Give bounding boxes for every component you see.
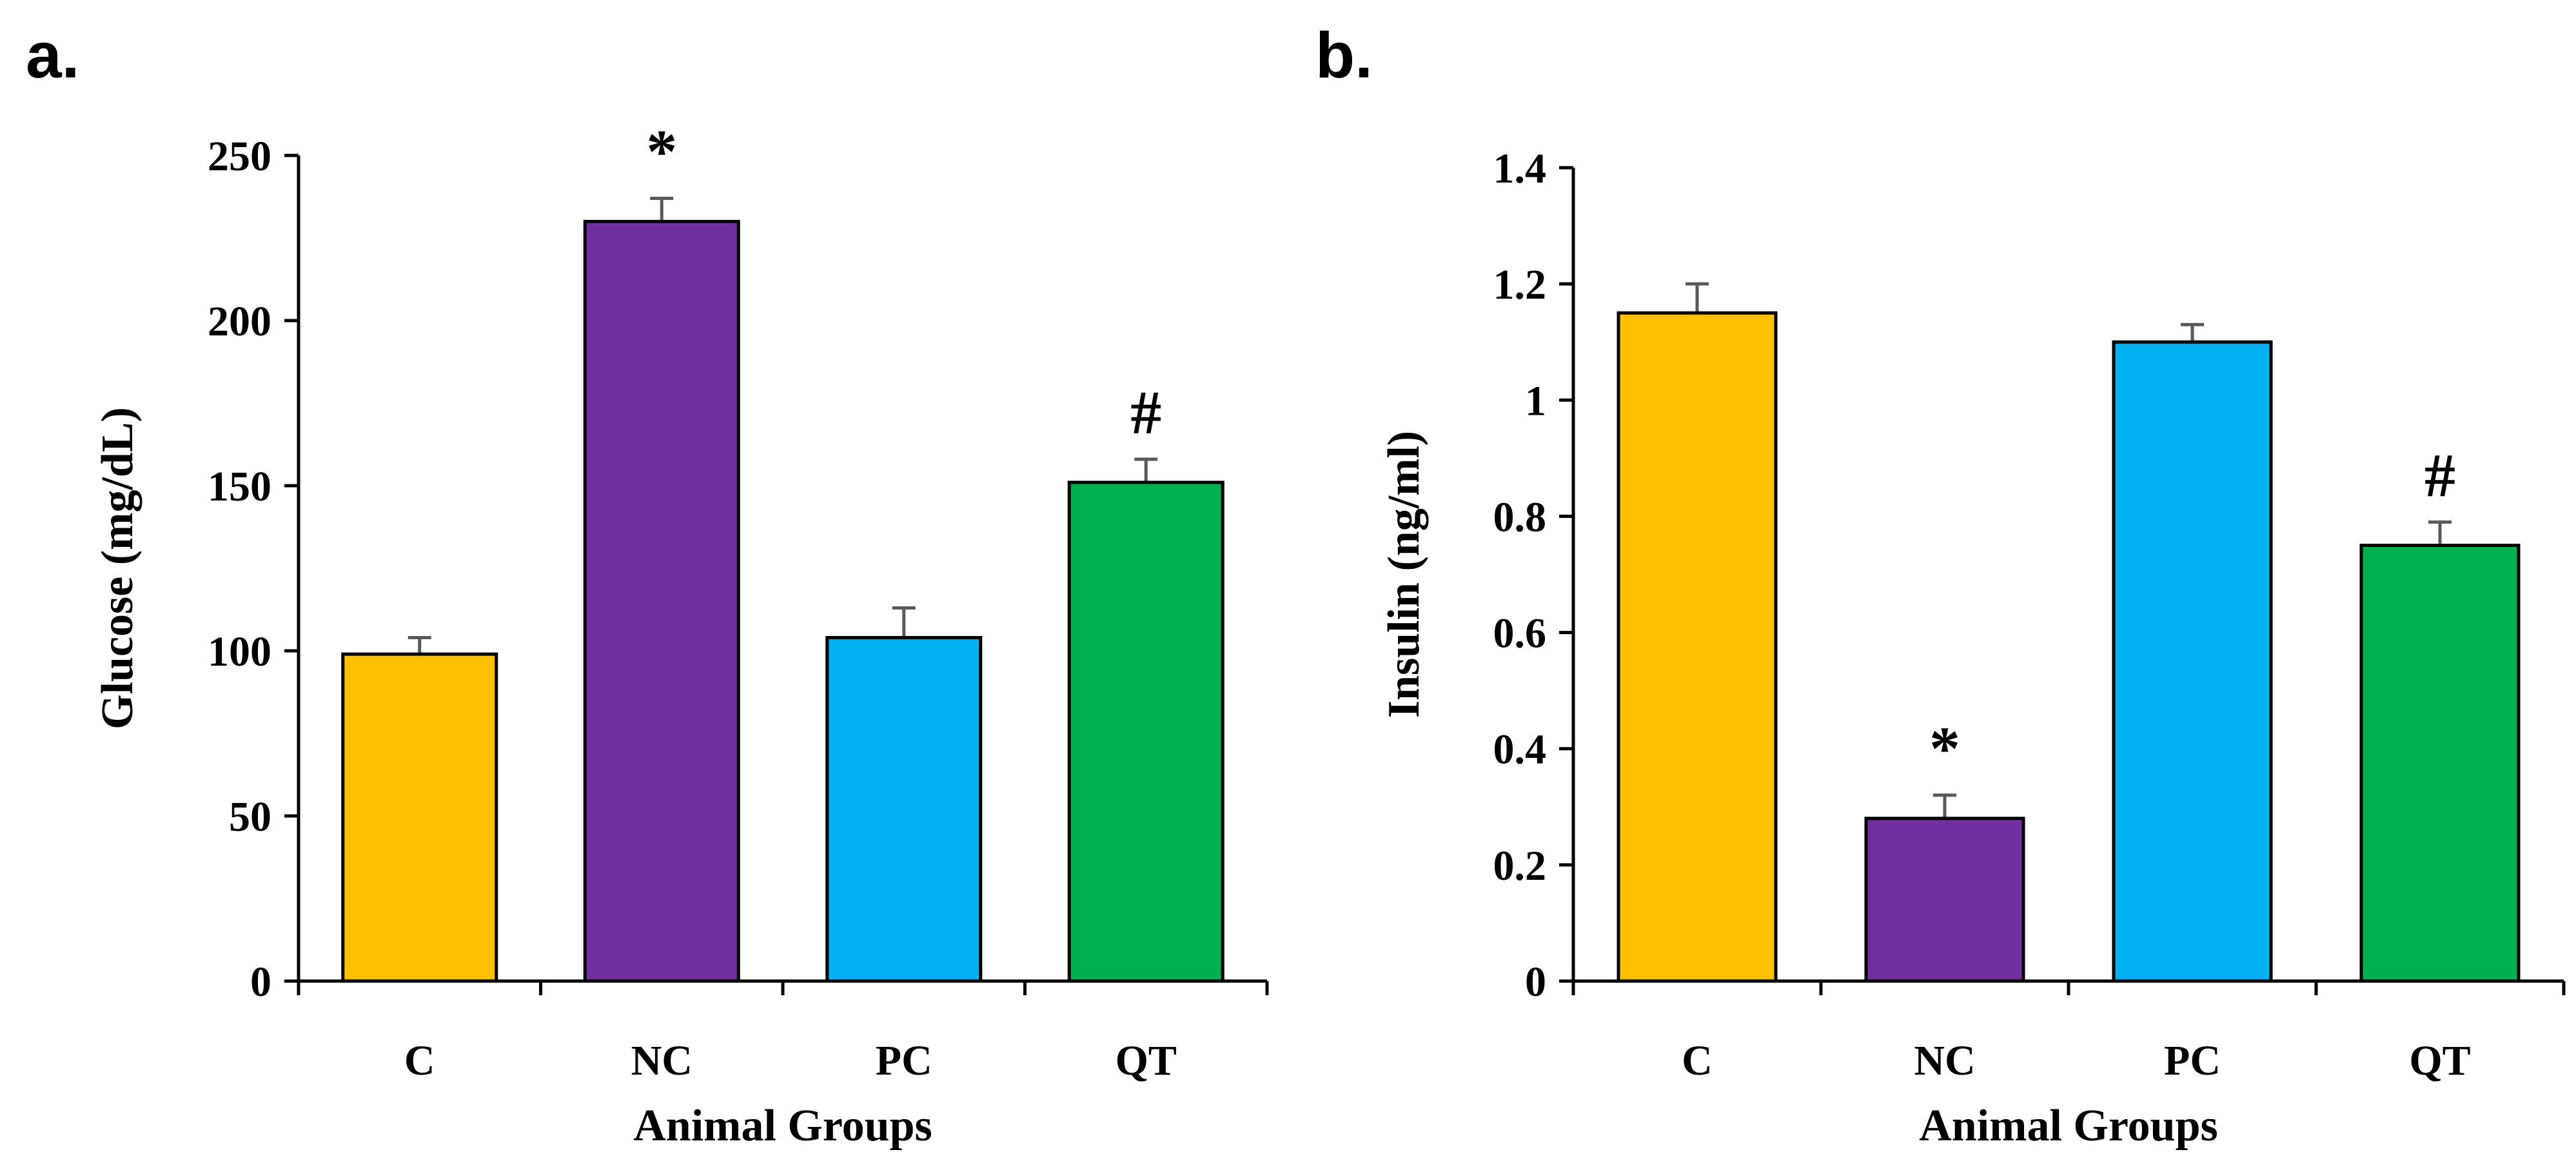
category-label-nc: NC	[631, 1037, 693, 1084]
y-axis-title-insulin: Insulin (ng/ml)	[1379, 431, 1429, 718]
bar-c	[1617, 311, 1778, 983]
category-label-qt: QT	[2409, 1037, 2470, 1084]
bar-qt	[2359, 543, 2521, 983]
bar-nc	[583, 219, 740, 983]
bar-pc	[825, 636, 983, 983]
panel-letter-b: b.	[1315, 19, 1373, 92]
x-axis-title-glucose: Animal Groups	[633, 1101, 932, 1151]
y-tick-label: 0	[250, 958, 271, 1006]
category-label-c: C	[404, 1037, 435, 1084]
y-tick-label: 0.8	[1493, 493, 1547, 541]
y-tick-label: 1.4	[1493, 145, 1547, 192]
category-label-pc: PC	[876, 1037, 932, 1084]
category-label-qt: QT	[1116, 1037, 1177, 1084]
significance-mark-qt: #	[2424, 441, 2455, 510]
panel-letter-a: a.	[26, 19, 79, 92]
bar-qt	[1067, 481, 1224, 983]
bar-nc	[1864, 817, 2025, 983]
x-axis-title-insulin: Animal Groups	[1919, 1101, 2218, 1151]
category-label-c: C	[1682, 1037, 1713, 1084]
y-tick-label: 200	[208, 298, 271, 345]
bar-pc	[2112, 340, 2273, 983]
category-label-pc: PC	[2164, 1037, 2221, 1084]
y-tick-label: 250	[208, 133, 271, 180]
y-tick-label: 0.4	[1493, 726, 1547, 773]
chart-glucose: a. Glucose (mg/dL) Animal Groups C * NC PC #…	[26, 19, 1269, 1151]
bar-c	[341, 652, 498, 983]
y-tick-label: 100	[208, 628, 271, 675]
significance-mark-nc: *	[646, 117, 677, 186]
y-tick-label: 1	[1525, 377, 1546, 424]
y-tick-label: 0	[1525, 958, 1546, 1006]
significance-mark-qt: #	[1130, 378, 1161, 447]
y-tick-label: 0.6	[1493, 610, 1547, 657]
y-tick-label: 1.2	[1493, 261, 1547, 308]
y-tick-label: 0.2	[1493, 842, 1547, 889]
chart-insulin: b. Insulin (ng/ml) Animal Groups C * NC PC #…	[1315, 19, 2566, 1151]
y-tick-label: 150	[208, 463, 271, 510]
significance-mark-nc: *	[1929, 714, 1960, 783]
category-label-nc: NC	[1914, 1037, 1975, 1084]
y-tick-label: 50	[229, 793, 271, 840]
y-axis-title-glucose: Glucose (mg/dL)	[93, 407, 143, 730]
